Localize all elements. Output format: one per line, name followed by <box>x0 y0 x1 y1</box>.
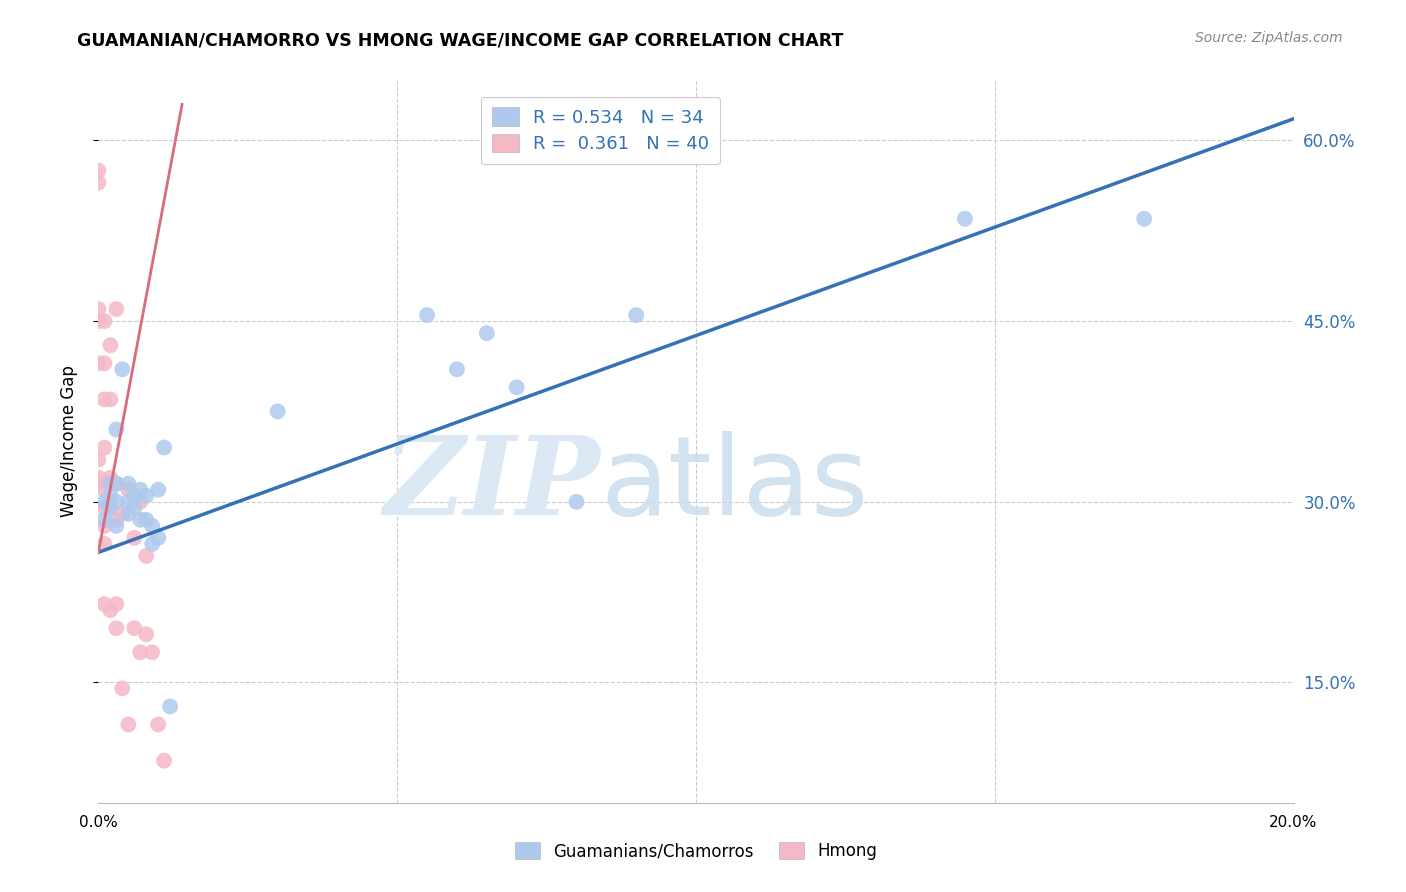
Point <box>416 308 439 322</box>
Point <box>93 314 115 328</box>
Point <box>129 483 152 497</box>
Point <box>87 176 110 190</box>
Text: GUAMANIAN/CHAMORRO VS HMONG WAGE/INCOME GAP CORRELATION CHART: GUAMANIAN/CHAMORRO VS HMONG WAGE/INCOME … <box>77 31 844 49</box>
Point <box>93 513 115 527</box>
Point <box>105 518 128 533</box>
Point <box>105 597 128 611</box>
Point <box>98 500 122 515</box>
Point <box>117 507 139 521</box>
Point <box>124 489 146 503</box>
Point <box>117 483 139 497</box>
Point <box>475 326 498 340</box>
Point <box>87 314 110 328</box>
Legend: R = 0.534   N = 34, R =  0.361   N = 40: R = 0.534 N = 34, R = 0.361 N = 40 <box>481 96 720 164</box>
Point <box>98 470 122 484</box>
Point <box>148 483 170 497</box>
Point <box>87 163 110 178</box>
Point <box>124 621 146 635</box>
Point <box>135 549 157 563</box>
Point <box>105 621 128 635</box>
Y-axis label: Wage/Income Gap: Wage/Income Gap <box>59 366 77 517</box>
Point <box>105 301 128 316</box>
Point <box>153 441 176 455</box>
Point <box>87 356 110 370</box>
Point <box>267 404 290 418</box>
Point <box>87 301 110 316</box>
Point <box>98 500 122 515</box>
Point <box>153 754 176 768</box>
Point <box>105 494 128 508</box>
Point <box>129 494 152 508</box>
Point <box>111 362 134 376</box>
Point <box>93 500 115 515</box>
Point <box>105 513 128 527</box>
Point <box>98 476 122 491</box>
Point <box>93 518 115 533</box>
Point <box>446 362 468 376</box>
Point <box>117 494 139 508</box>
Point <box>565 494 588 508</box>
Point <box>93 392 115 407</box>
Point <box>93 441 115 455</box>
Point <box>98 603 122 617</box>
Text: atlas: atlas <box>600 432 869 539</box>
Point <box>141 537 163 551</box>
Point <box>87 476 110 491</box>
Point <box>111 681 134 696</box>
Point <box>148 717 170 731</box>
Point <box>141 518 163 533</box>
Point <box>93 356 115 370</box>
Point <box>111 507 134 521</box>
Point <box>93 537 115 551</box>
Text: ZIP: ZIP <box>384 431 600 539</box>
Point <box>626 308 648 322</box>
Text: Source: ZipAtlas.com: Source: ZipAtlas.com <box>1195 31 1343 45</box>
Point <box>159 699 181 714</box>
Point <box>506 380 529 394</box>
Point <box>135 627 157 641</box>
Point <box>93 494 115 508</box>
Point <box>124 500 146 515</box>
Point <box>141 645 163 659</box>
Point <box>98 489 122 503</box>
Point <box>105 423 128 437</box>
Point <box>1133 211 1156 226</box>
Point <box>953 211 976 226</box>
Point <box>87 470 110 484</box>
Point <box>87 452 110 467</box>
Point <box>135 513 157 527</box>
Point <box>117 717 139 731</box>
Point <box>124 531 146 545</box>
Point <box>93 597 115 611</box>
Point <box>148 531 170 545</box>
Point <box>105 476 128 491</box>
Point <box>93 483 115 497</box>
Point <box>117 476 139 491</box>
Point <box>129 645 152 659</box>
Point <box>135 489 157 503</box>
Point <box>105 476 128 491</box>
Point <box>98 338 122 352</box>
Point <box>98 392 122 407</box>
Point <box>129 513 152 527</box>
